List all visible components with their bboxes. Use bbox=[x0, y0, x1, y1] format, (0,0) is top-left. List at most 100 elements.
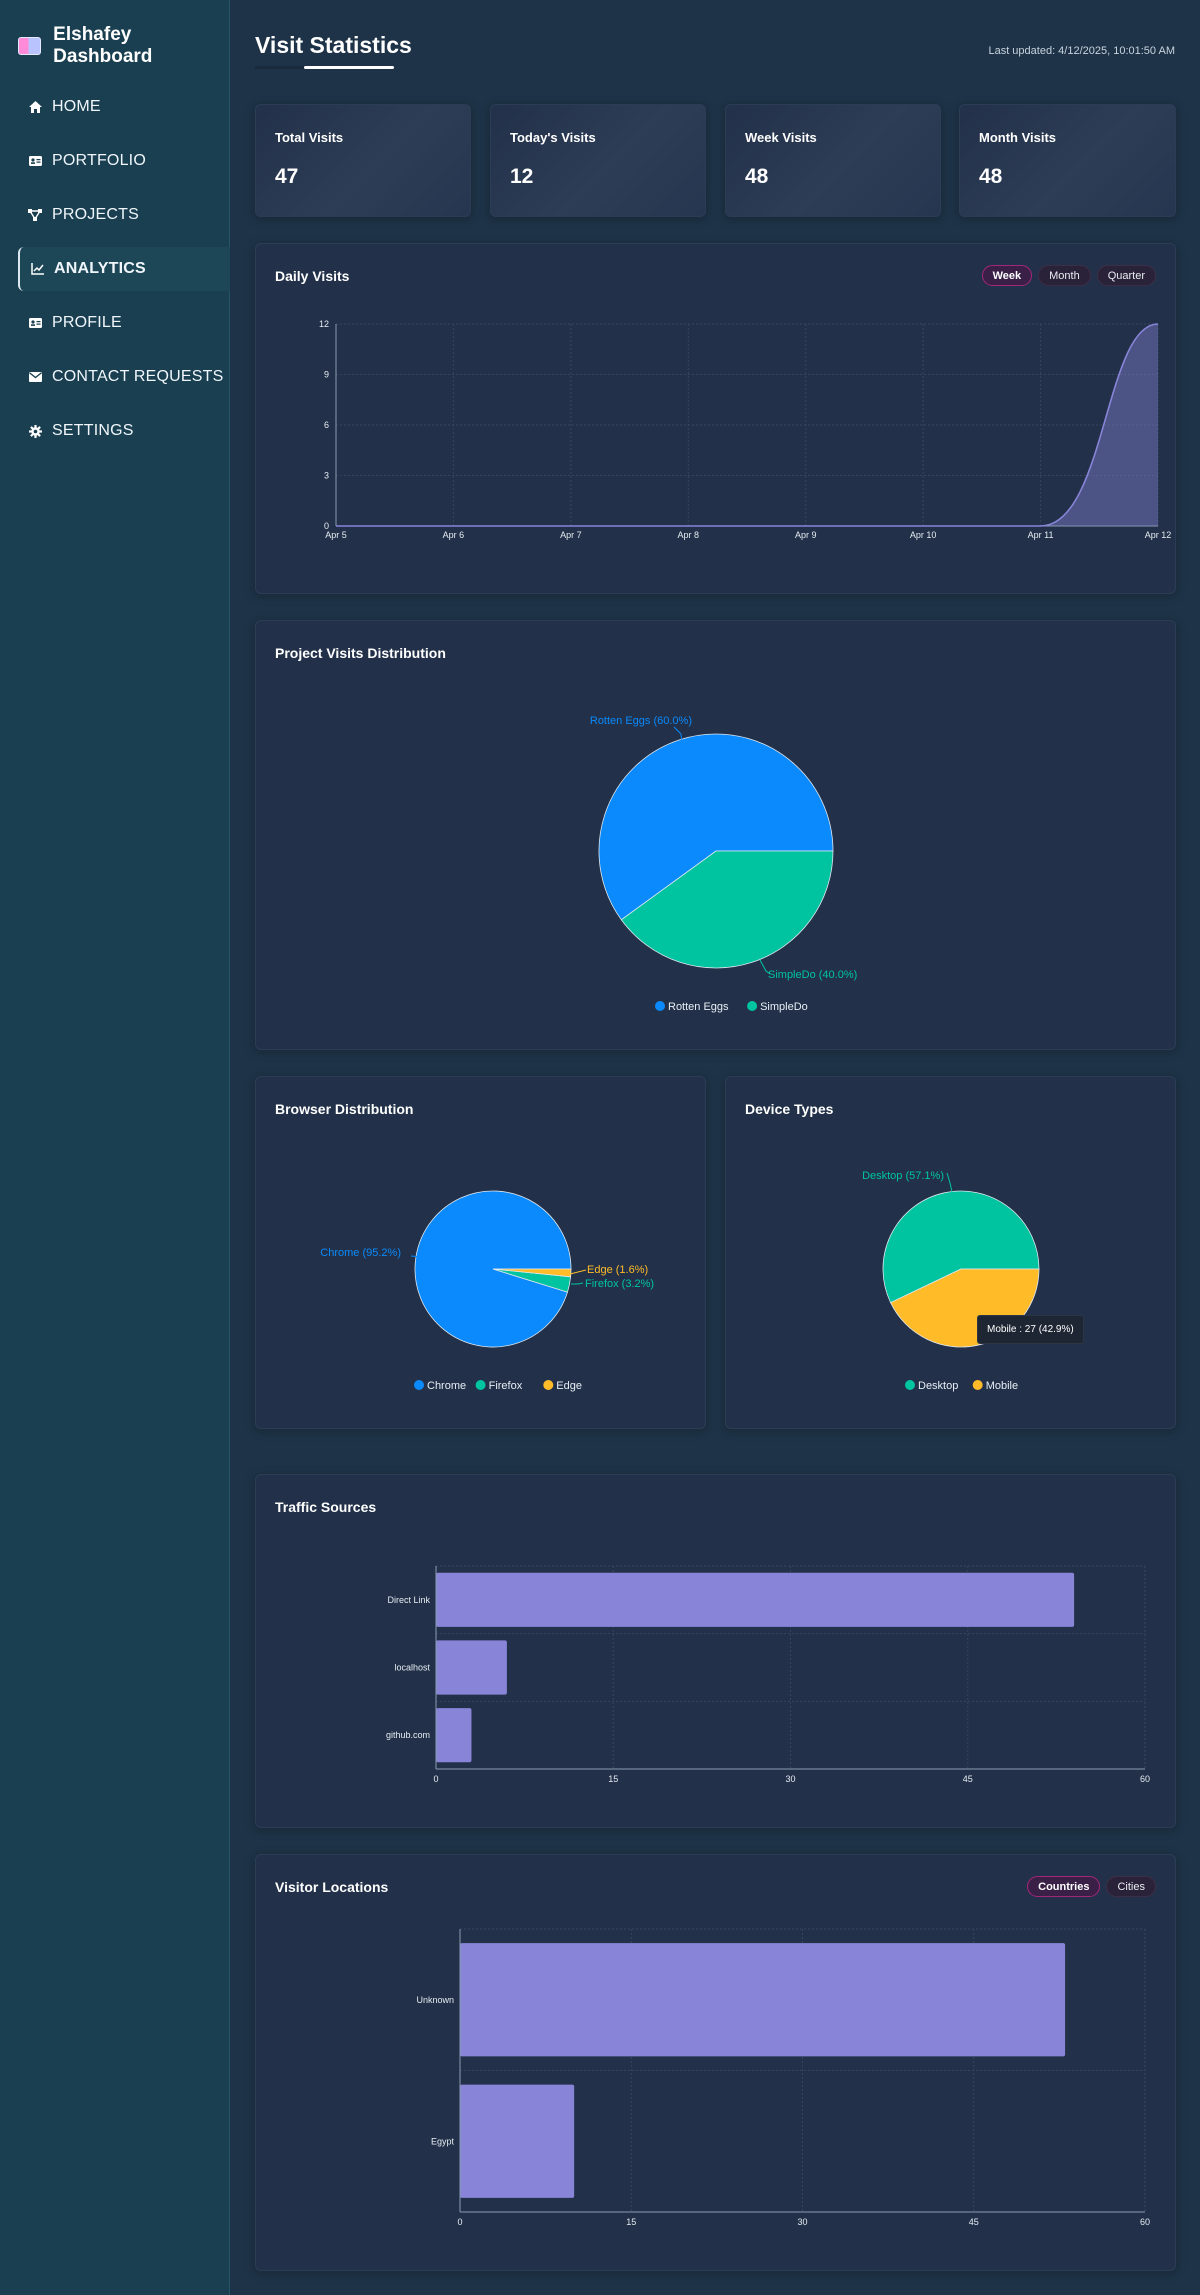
sidebar-item-label: PROFILE bbox=[52, 314, 122, 331]
pie-slice-label: Firefox (3.2%) bbox=[585, 1278, 654, 1290]
stat-label: Month Visits bbox=[979, 130, 1057, 145]
bar-egypt bbox=[460, 2084, 575, 2198]
id-card-icon bbox=[28, 154, 42, 168]
home-icon bbox=[28, 100, 42, 114]
visitor-locations-bar-chart: 0 15 30 45 60 Unknown Egypt bbox=[416, 1928, 1150, 2227]
legend-label: Mobile bbox=[986, 1380, 1018, 1392]
label-leader-line bbox=[759, 959, 771, 975]
sidebar-item-settings[interactable]: SETTINGS bbox=[18, 409, 230, 453]
browser-pie-chart: Chrome (95.2%) Firefox (3.2%) Edge (1.6%) C… bbox=[320, 1190, 654, 1392]
location-tabs: Countries Cities bbox=[1027, 1876, 1156, 1897]
bar-localhost bbox=[436, 1640, 507, 1695]
stat-label: Week Visits bbox=[745, 130, 817, 145]
x-tick-label: 60 bbox=[1140, 2217, 1150, 2227]
sidebar-item-label: PROJECTS bbox=[52, 206, 139, 223]
label-leader-line bbox=[946, 1172, 953, 1193]
x-tick-label: Apr 10 bbox=[910, 530, 937, 540]
sidebar-item-analytics[interactable]: ANALYTICS bbox=[18, 247, 230, 291]
title-underline-accent bbox=[255, 66, 304, 69]
legend-swatch bbox=[475, 1380, 486, 1390]
pie-slice-label: Desktop (57.1%) bbox=[862, 1170, 944, 1182]
sidebar-item-home[interactable]: HOME bbox=[18, 85, 230, 129]
sidebar-item-label: PORTFOLIO bbox=[52, 152, 146, 169]
stat-value: 12 bbox=[510, 165, 534, 188]
device-pie-chart: Desktop (57.1%) Desktop Mobile bbox=[862, 1170, 1040, 1392]
legend-swatch bbox=[543, 1380, 554, 1390]
legend-swatch bbox=[414, 1380, 424, 1390]
visitor-locations-title: Visitor Locations bbox=[275, 1879, 389, 1895]
x-tick-label: Apr 11 bbox=[1028, 530, 1054, 540]
sidebar-item-label: SETTINGS bbox=[52, 422, 134, 439]
gear-icon bbox=[28, 424, 42, 438]
stat-card-month-visits: Month Visits 48 bbox=[959, 104, 1176, 217]
x-tick-label: 30 bbox=[785, 1774, 795, 1784]
sidebar-item-label: ANALYTICS bbox=[54, 260, 146, 277]
daily-visits-card: Daily Visits Week Month Quarter 0 3 6 9 12 Ap… bbox=[255, 243, 1176, 594]
stat-card-week-visits: Week Visits 48 bbox=[725, 104, 941, 217]
y-tick-label: 9 bbox=[324, 370, 329, 380]
sidebar-item-contact-requests[interactable]: CONTACT REQUESTS bbox=[18, 355, 230, 399]
x-tick-label: Apr 5 bbox=[325, 530, 347, 540]
bar-unknown bbox=[460, 1943, 1066, 2057]
legend-swatch bbox=[747, 1001, 758, 1011]
x-tick-label: 45 bbox=[963, 1774, 973, 1784]
y-tick-label: Unknown bbox=[416, 1995, 454, 2005]
label-leader-line bbox=[410, 1255, 431, 1259]
x-tick-label: Apr 8 bbox=[678, 530, 700, 540]
browser-distribution-card: Browser Distribution Chrome (95.2%) Firef… bbox=[255, 1076, 706, 1429]
stat-label: Total Visits bbox=[275, 130, 344, 145]
x-tick-label: Apr 12 bbox=[1145, 530, 1172, 540]
pie-slice-label: Chrome (95.2%) bbox=[320, 1247, 401, 1259]
sidebar-item-label: HOME bbox=[52, 98, 101, 115]
x-tick-label: 15 bbox=[626, 2217, 636, 2227]
pie-slice-edge bbox=[492, 1268, 572, 1278]
x-tick-label: 30 bbox=[797, 2217, 807, 2227]
device-types-title: Device Types bbox=[745, 1101, 834, 1117]
x-tick-label: Apr 9 bbox=[795, 530, 817, 540]
legend-label: Edge bbox=[556, 1380, 582, 1392]
x-tick-label: 15 bbox=[608, 1774, 618, 1784]
y-tick-label: Direct Link bbox=[387, 1595, 430, 1605]
stat-card-todays-visits: Today's Visits 12 bbox=[490, 104, 706, 217]
page-title: Visit Statistics bbox=[255, 32, 412, 58]
series-line bbox=[335, 323, 1159, 527]
traffic-sources-title: Traffic Sources bbox=[275, 1499, 377, 1515]
stat-label: Today's Visits bbox=[510, 130, 596, 145]
series-area bbox=[336, 324, 1158, 526]
line-chart-icon bbox=[30, 262, 44, 276]
tab-countries[interactable]: Countries bbox=[1027, 1876, 1101, 1897]
sidebar: Elshafey Dashboard HOME PORTFOLIO PROJEC… bbox=[0, 0, 230, 2295]
daily-visits-title: Daily Visits bbox=[275, 268, 350, 284]
browser-distribution-title: Browser Distribution bbox=[275, 1101, 414, 1117]
brand[interactable]: Elshafey Dashboard bbox=[18, 24, 229, 68]
traffic-sources-card: Traffic Sources 0 15 30 45 60 Direct Link loca… bbox=[255, 1474, 1176, 1828]
label-leader-line bbox=[571, 1282, 584, 1285]
sidebar-item-profile[interactable]: PROFILE bbox=[18, 301, 230, 345]
label-leader-line bbox=[569, 1269, 587, 1275]
pie-slice-simpledo bbox=[620, 850, 834, 969]
project-visits-card: Project Visits Distribution Rotten Eggs … bbox=[255, 620, 1176, 1050]
pie-slice-desktop bbox=[882, 1190, 1040, 1304]
y-tick-label: 6 bbox=[324, 420, 329, 430]
range-month-button[interactable]: Month bbox=[1038, 265, 1091, 286]
sidebar-item-portfolio[interactable]: PORTFOLIO bbox=[18, 139, 230, 183]
dashboard-logo-icon bbox=[18, 37, 42, 55]
traffic-sources-bar-chart: 0 15 30 45 60 Direct Link localhost github.com bbox=[386, 1565, 1150, 1784]
brand-name: Elshafey Dashboard bbox=[53, 24, 153, 67]
x-tick-label: Apr 7 bbox=[560, 530, 582, 540]
legend-label: SimpleDo bbox=[760, 1001, 808, 1013]
y-tick-label: localhost bbox=[394, 1663, 430, 1673]
range-week-button[interactable]: Week bbox=[981, 265, 1033, 286]
x-tick-label: Apr 6 bbox=[443, 530, 465, 540]
tab-cities[interactable]: Cities bbox=[1106, 1876, 1156, 1897]
envelope-icon bbox=[28, 370, 42, 384]
range-quarter-button[interactable]: Quarter bbox=[1096, 265, 1156, 286]
device-types-card: Device Types Desktop (57.1%) Desktop Mobil… bbox=[725, 1076, 1176, 1429]
daily-visits-chart: 0 3 6 9 12 Apr 5 Apr 6 Apr 7 Apr 8 Apr 9 Apr 10 Apr… bbox=[319, 319, 1172, 540]
sidebar-item-projects[interactable]: PROJECTS bbox=[18, 193, 230, 237]
project-visits-title: Project Visits Distribution bbox=[275, 645, 446, 661]
pie-slice-label: Edge (1.6%) bbox=[587, 1264, 648, 1276]
legend-swatch bbox=[972, 1380, 983, 1390]
pie-slice-rotten-eggs bbox=[598, 733, 834, 921]
main-content: Visit Statistics Last updated: 4/12/2025… bbox=[231, 0, 1200, 2295]
